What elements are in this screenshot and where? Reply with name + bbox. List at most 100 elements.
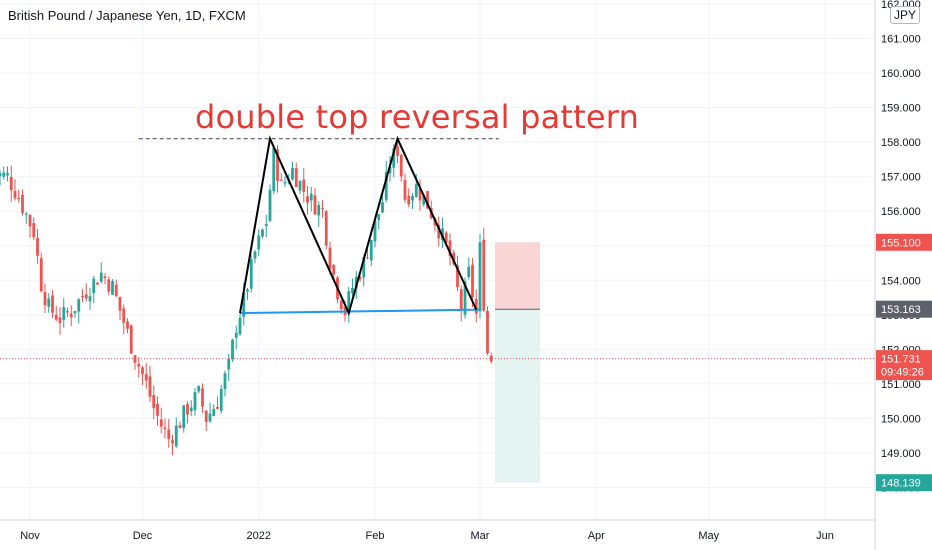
candle-down [17, 197, 21, 200]
candle-down [407, 195, 411, 205]
candle-down [163, 427, 167, 430]
price-tick-label: 162.000 [881, 0, 921, 11]
candle-up [411, 195, 414, 201]
candle-down [452, 252, 456, 264]
price-tick-label: 157.000 [881, 172, 921, 184]
candle-down [426, 191, 429, 209]
price-tick-label: 149.000 [881, 448, 921, 460]
candle-down [148, 376, 152, 397]
candle-up [384, 172, 388, 200]
candle-down [126, 321, 129, 329]
price-label-box [876, 300, 932, 318]
candle-up [92, 278, 96, 293]
candle-up [309, 193, 313, 201]
candle-up [351, 287, 354, 294]
time-tick-label: Mar [471, 530, 490, 542]
price-tick-label: 154.000 [881, 275, 921, 287]
time-tick-label: Apr [588, 530, 605, 542]
candle-down [84, 294, 88, 299]
candle-up [111, 281, 114, 295]
candle-up [422, 195, 426, 205]
candle-down [178, 425, 182, 429]
candle-up [2, 172, 6, 177]
candle-up [0, 173, 2, 177]
candle-up [369, 239, 373, 261]
candle-up [6, 173, 9, 176]
candle-down [486, 310, 489, 354]
candle-up [238, 317, 242, 335]
price-tick-label: 160.000 [881, 68, 921, 80]
candle-up [257, 235, 261, 250]
candle-down [437, 224, 441, 239]
candle-down [167, 429, 171, 440]
candle-down [159, 419, 163, 427]
candle-down [137, 363, 141, 367]
candle-down [459, 289, 463, 311]
time-tick-label: Jun [816, 530, 834, 542]
price-label-box [876, 350, 932, 381]
candle-down [444, 232, 448, 243]
time-tick-label: Nov [20, 530, 40, 542]
candle-up [381, 202, 384, 213]
candle-down [403, 179, 407, 200]
candle-down [306, 196, 309, 203]
candle-down [32, 223, 36, 238]
candle-up [234, 332, 238, 338]
candle-down [39, 258, 43, 292]
candle-down [28, 214, 32, 227]
candle-down [36, 238, 39, 256]
candle-down [216, 406, 219, 409]
candle-down [114, 284, 118, 297]
candle-up [182, 405, 186, 428]
time-tick-label: Dec [133, 530, 153, 542]
candle-down [456, 265, 459, 288]
candle-down [103, 276, 107, 279]
candle-down [58, 317, 62, 324]
candle-down [418, 188, 422, 201]
neckline [239, 308, 481, 315]
price-label-153.163: 153.163 [881, 304, 921, 316]
candle-up [478, 242, 482, 312]
candle-up [189, 407, 193, 412]
candle-down [396, 145, 399, 156]
candle-up [24, 213, 28, 215]
candle-up [264, 224, 268, 227]
candle-down [51, 295, 54, 313]
candle-up [193, 392, 197, 411]
candle-down [399, 154, 403, 177]
candle-down [489, 355, 493, 362]
price-tick-label: 159.000 [881, 103, 921, 115]
candle-up [283, 182, 287, 184]
price-label-151.731: 151.731 [881, 354, 921, 366]
candle-down [332, 264, 336, 275]
candle-up [249, 259, 253, 289]
candle-up [227, 358, 231, 370]
candle-down [448, 240, 452, 257]
candle-down [474, 299, 478, 314]
candle-down [66, 311, 69, 313]
price-tick-label: 161.000 [881, 34, 921, 46]
candle-up [291, 167, 294, 180]
candle-down [21, 194, 24, 213]
currency-badge[interactable]: JPY [889, 6, 920, 24]
candle-down [171, 440, 174, 444]
candle-down [321, 208, 324, 210]
candle-down [324, 211, 328, 246]
candle-down [186, 404, 189, 415]
time-tick-label: Feb [366, 530, 385, 542]
candle-down [129, 325, 133, 354]
double-top-zigzag [239, 135, 478, 317]
candle-up [261, 229, 264, 237]
candle-up [298, 181, 302, 191]
candle-down [43, 292, 47, 306]
candle-down [118, 296, 122, 311]
candle-down [276, 149, 279, 181]
candle-down [302, 179, 306, 192]
candle-down [366, 257, 369, 259]
time-tick-label: May [698, 530, 719, 542]
candle-down [156, 403, 159, 416]
price-label-box [876, 474, 932, 492]
candle-down [107, 279, 111, 292]
price-tick-label: 150.000 [881, 413, 921, 425]
